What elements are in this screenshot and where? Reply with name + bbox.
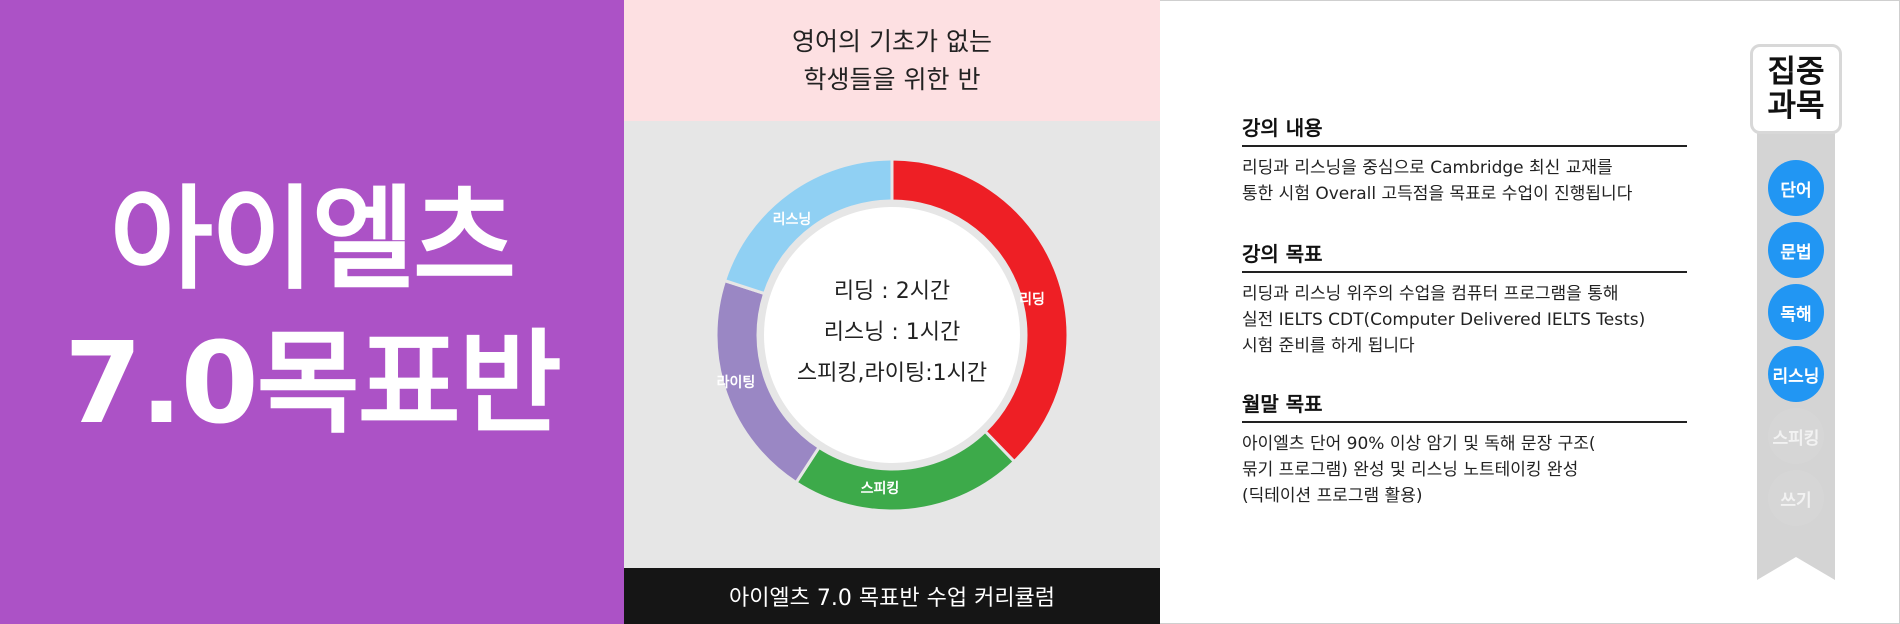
subject-label: 스피킹 (1772, 428, 1820, 449)
curriculum-panel: 영어의 기초가 없는 학생들을 위한 반 리딩 스피킹 라이팅 리스닝 리딩 :… (624, 0, 1160, 624)
section-monthly-goal: 월말 목표 아이엘츠 단어 90% 이상 암기 및 독해 문장 구조( 묶기 프… (1242, 388, 1687, 509)
subject-writing: 쓰기 (1768, 470, 1824, 526)
subject-listening: 리스닝 (1768, 346, 1824, 402)
focus-title-line1: 집중 (1767, 54, 1825, 90)
segment-label-listening: 리스닝 (773, 212, 812, 228)
subject-label: 독해 (1780, 304, 1812, 325)
segment-listening (722, 157, 894, 296)
hero-panel: 아이엘츠 7.0목표반 (0, 0, 624, 624)
section-line: 리딩과 리스닝을 중심으로 Cambridge 최신 교재를 (1242, 158, 1613, 178)
hero-title-line1: 아이엘츠 (109, 175, 516, 305)
center-line-reading: 리딩 : 2시간 (833, 279, 951, 304)
section-line: 리딩과 리스닝 위주의 수업을 컴퓨터 프로그램을 통해 (1242, 284, 1619, 304)
section-line: 실전 IELTS CDT(Computer Delivered IELTS Te… (1242, 310, 1646, 330)
subject-grammar: 문법 (1768, 222, 1824, 278)
curriculum-footer: 아이엘츠 7.0 목표반 수업 커리큘럼 (624, 568, 1160, 624)
subject-label: 단어 (1780, 180, 1812, 201)
subject-label: 쓰기 (1780, 490, 1812, 511)
section-heading: 월말 목표 (1242, 388, 1687, 423)
focus-title-line2: 과목 (1767, 88, 1825, 124)
section-course-goal: 강의 목표 리딩과 리스닝 위주의 수업을 컴퓨터 프로그램을 통해 실전 IE… (1242, 238, 1687, 359)
segment-reading (890, 157, 1070, 464)
section-line: (딕테이션 프로그램 활용) (1242, 486, 1423, 506)
focus-title-badge: 집중 과목 (1750, 44, 1842, 134)
hero-title-line2: 7.0목표반 (64, 319, 562, 449)
section-body: 리딩과 리스닝 위주의 수업을 컴퓨터 프로그램을 통해 실전 IELTS CD… (1242, 281, 1687, 359)
curriculum-header: 영어의 기초가 없는 학생들을 위한 반 (624, 0, 1160, 121)
curriculum-header-line2: 학생들을 위한 반 (803, 64, 981, 94)
center-line-speaking-writing: 스피킹,라이팅:1시간 (796, 361, 988, 386)
section-heading: 강의 목표 (1242, 238, 1687, 273)
donut-inner-fill (764, 207, 1020, 463)
section-course-content: 강의 내용 리딩과 리스닝을 중심으로 Cambridge 최신 교재를 통한 … (1242, 112, 1687, 207)
section-line: 묶기 프로그램) 완성 및 리스닝 노트테이킹 완성 (1242, 460, 1579, 480)
curriculum-header-line1: 영어의 기초가 없는 (792, 26, 992, 56)
subject-reading: 독해 (1768, 284, 1824, 340)
section-heading: 강의 내용 (1242, 112, 1687, 147)
curriculum-donut: 리딩 스피킹 라이팅 리스닝 리딩 : 2시간 리스닝 : 1시간 스피킹,라이… (624, 121, 1160, 568)
segment-label-speaking: 스피킹 (861, 480, 900, 497)
subject-speaking: 스피킹 (1768, 408, 1824, 464)
donut-svg: 리딩 스피킹 라이팅 리스닝 (714, 157, 1070, 513)
section-line: 아이엘츠 단어 90% 이상 암기 및 독해 문장 구조( (1242, 434, 1596, 454)
subject-label: 문법 (1780, 242, 1812, 263)
subject-vocabulary: 단어 (1768, 160, 1824, 216)
subject-label: 리스닝 (1772, 366, 1820, 387)
center-line-listening: 리스닝 : 1시간 (823, 320, 961, 345)
donut-center-text: 리딩 : 2시간 리스닝 : 1시간 스피킹,라이팅:1시간 (744, 271, 1040, 394)
curriculum-footer-text: 아이엘츠 7.0 목표반 수업 커리큘럼 (728, 586, 1056, 611)
section-line: 통한 시험 Overall 고득점을 목표로 수업이 진행됩니다 (1242, 184, 1633, 204)
section-body: 리딩과 리스닝을 중심으로 Cambridge 최신 교재를 통한 시험 Ove… (1242, 155, 1687, 207)
section-body: 아이엘츠 단어 90% 이상 암기 및 독해 문장 구조( 묶기 프로그램) 완… (1242, 431, 1687, 509)
segment-label-reading: 리딩 (1019, 291, 1045, 308)
segment-label-writing: 라이팅 (717, 374, 756, 391)
section-line: 시험 준비를 하게 됩니다 (1242, 336, 1415, 356)
